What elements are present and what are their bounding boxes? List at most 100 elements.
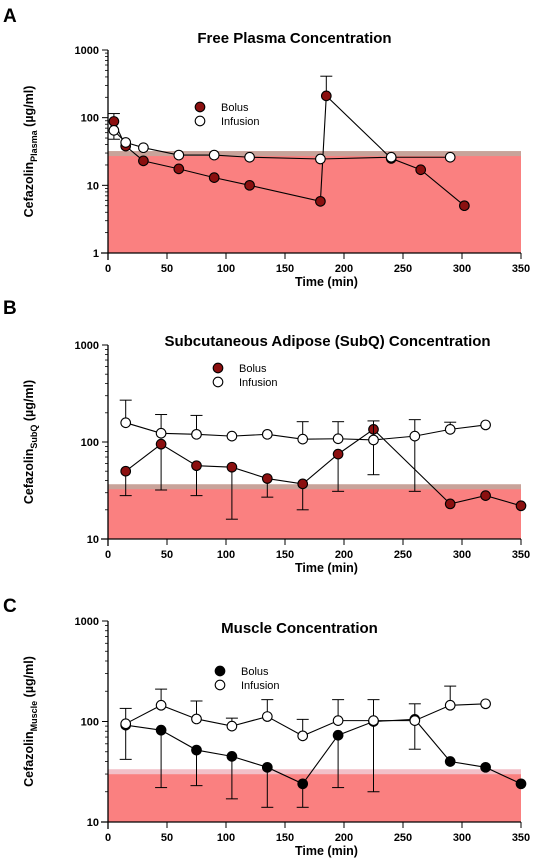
- legend-label: Infusion: [221, 116, 260, 128]
- y-axis-title-unit: (µg/ml): [22, 86, 36, 131]
- x-tick-label: 350: [512, 263, 530, 275]
- x-axis-title: Time (min): [295, 275, 358, 289]
- y-tick-label: 100: [81, 437, 99, 449]
- x-tick-label: 100: [217, 263, 235, 275]
- data-point: [297, 433, 309, 445]
- data-point: [226, 461, 238, 473]
- data-point: [444, 151, 456, 163]
- data-point: [155, 438, 167, 450]
- data-point: [108, 116, 120, 127]
- data-point: [480, 419, 491, 431]
- legend: Bolus Infusion: [194, 101, 260, 128]
- chart-title: Free Plasma Concentration: [197, 30, 391, 47]
- data-point: [320, 90, 332, 102]
- data-point: [444, 424, 456, 435]
- y-axis-title-main: Cefazolin: [22, 162, 36, 218]
- data-point: [191, 460, 202, 472]
- data-point: [480, 698, 491, 710]
- data-point: [515, 500, 527, 512]
- data-point: [480, 490, 491, 501]
- reference-line: [108, 484, 521, 490]
- data-point: [191, 428, 202, 440]
- series-bolus: [119, 424, 527, 520]
- legend-marker: [212, 376, 224, 388]
- x-tick-label: 250: [394, 263, 412, 275]
- data-point: [409, 430, 421, 442]
- data-point: [480, 761, 491, 773]
- panel-letter: A: [3, 6, 17, 27]
- x-tick-label: 200: [335, 263, 353, 275]
- data-point: [515, 778, 527, 790]
- panel-letter: B: [3, 298, 17, 319]
- chart-title: Subcutaneous Adipose (SubQ) Concentratio…: [164, 333, 490, 350]
- legend-marker: [214, 665, 226, 677]
- data-point: [332, 448, 344, 460]
- data-point: [155, 699, 167, 711]
- legend-marker: [214, 679, 226, 691]
- y-tick-label: 1000: [75, 616, 99, 628]
- data-point: [332, 715, 344, 726]
- data-point: [120, 417, 132, 429]
- data-point: [332, 729, 344, 741]
- data-point: [261, 761, 273, 773]
- data-point: [226, 430, 238, 442]
- y-tick-label: 1000: [75, 340, 99, 352]
- x-tick-label: 50: [161, 832, 173, 844]
- y-tick-label: 1000: [75, 45, 99, 57]
- y-tick-label: 10: [87, 180, 99, 192]
- data-point: [138, 142, 149, 154]
- data-point: [261, 711, 273, 722]
- x-tick-label: 0: [105, 263, 111, 275]
- x-tick-label: 150: [276, 832, 294, 844]
- reference-line: [108, 769, 521, 775]
- y-axis-title-sub: SubQ: [29, 425, 39, 449]
- data-point: [261, 428, 273, 440]
- data-point: [208, 172, 220, 183]
- x-tick-label: 100: [217, 549, 235, 561]
- data-point: [120, 465, 132, 477]
- legend-label: Infusion: [239, 377, 278, 389]
- y-tick-label: 1: [93, 248, 99, 260]
- data-point: [226, 720, 238, 732]
- series-infusion: [119, 399, 491, 492]
- data-point: [244, 151, 255, 163]
- y-axis-title-unit: (µg/ml): [22, 656, 36, 701]
- shaded-band: [108, 486, 521, 539]
- legend-marker: [212, 362, 224, 374]
- data-point: [138, 155, 149, 167]
- data-point: [315, 153, 326, 165]
- x-tick-label: 300: [453, 549, 471, 561]
- data-point: [297, 730, 309, 742]
- y-axis-title-main: Cefazolin: [22, 449, 36, 505]
- y-axis-title-sub: Plasma: [29, 129, 39, 162]
- x-tick-label: 250: [394, 549, 412, 561]
- legend-label: Bolus: [239, 363, 267, 375]
- shaded-band: [108, 771, 521, 822]
- data-point: [191, 744, 202, 756]
- chart-panel-b: B Subcutaneous Adipose (SubQ) Concentrati…: [3, 298, 530, 575]
- data-point: [120, 137, 132, 148]
- data-point: [261, 473, 273, 484]
- data-point: [108, 124, 120, 136]
- y-axis-title-unit: (µg/ml): [22, 380, 36, 425]
- data-point: [444, 699, 456, 711]
- legend-label: Infusion: [241, 680, 280, 692]
- x-tick-label: 50: [161, 549, 173, 561]
- panel-letter: C: [3, 596, 17, 617]
- data-point: [173, 149, 185, 161]
- data-point: [415, 164, 427, 176]
- y-axis-title: CefazolinSubQ (µg/ml): [22, 380, 39, 504]
- x-tick-label: 350: [512, 832, 530, 844]
- x-tick-label: 150: [276, 263, 294, 275]
- legend-label: Bolus: [221, 102, 249, 114]
- reference-line: [108, 151, 521, 157]
- data-point: [315, 195, 326, 207]
- series-infusion: [107, 124, 456, 165]
- y-axis-title-sub: Muscle: [29, 701, 39, 732]
- x-tick-label: 350: [512, 549, 530, 561]
- y-axis-title-main: Cefazolin: [22, 731, 36, 787]
- data-point: [191, 713, 202, 725]
- data-point: [444, 498, 456, 510]
- data-point: [332, 433, 344, 445]
